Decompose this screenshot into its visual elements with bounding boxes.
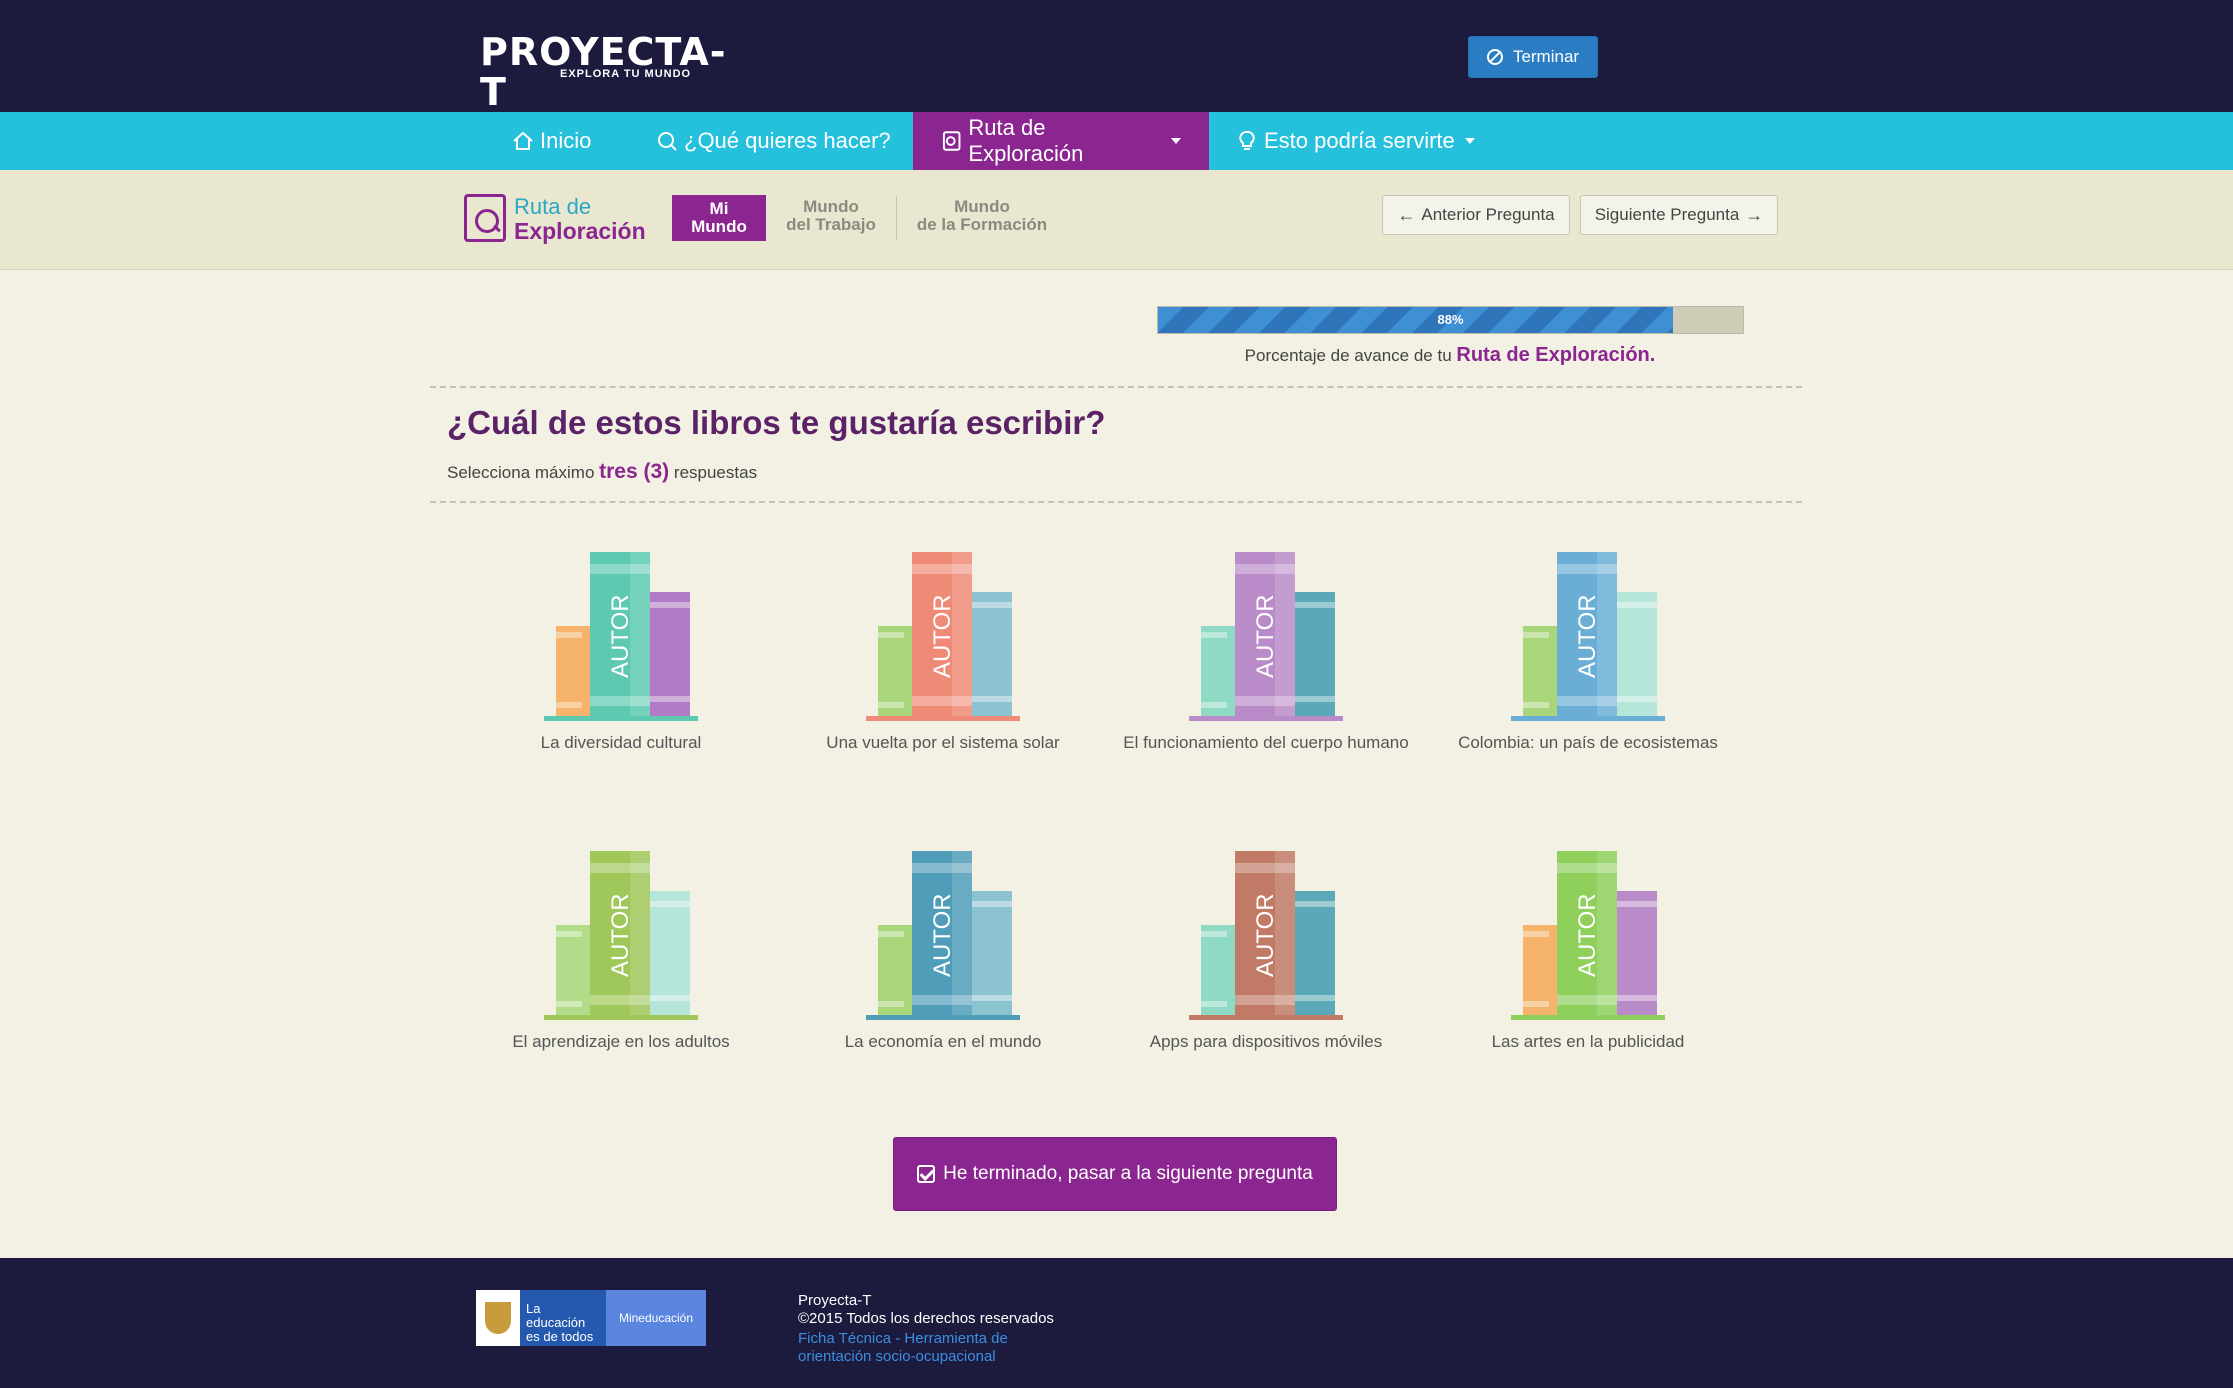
divider — [430, 386, 1802, 388]
book-spine-text: AUTOR — [1574, 594, 1601, 678]
book-option-label: La economía en el mundo — [844, 1032, 1042, 1051]
book-stack-image: AUTOR — [1438, 845, 1738, 1025]
search-icon — [658, 132, 677, 151]
main-nav: Inicio ¿Qué quieres hacer? Ruta de Explo… — [0, 112, 2233, 170]
book-stack-image: AUTOR — [793, 845, 1093, 1025]
book-option-label: Una vuelta por el sistema solar — [826, 733, 1060, 752]
nav-item-que-quieres-hacer[interactable]: ¿Qué quieres hacer? — [656, 112, 891, 170]
section-title-line1: Ruta de — [514, 194, 592, 219]
ban-icon — [1486, 49, 1503, 65]
book-option[interactable]: AUTOR El funcionamiento del cuerpo humano — [1116, 546, 1416, 751]
section-title-line2: Exploración — [514, 218, 646, 244]
book-stack-image: AUTOR — [471, 546, 771, 726]
progress-bar: 88% — [1157, 306, 1744, 334]
book-option-label: Colombia: un país de ecosistemas — [1458, 733, 1718, 752]
book-option-label: El aprendizaje en los adultos — [512, 1032, 730, 1051]
tab-divider — [896, 196, 897, 240]
lightbulb-icon — [1239, 130, 1255, 150]
arrow-right-icon: → — [1745, 204, 1764, 225]
route-icon — [942, 131, 961, 151]
book-option-label: Apps para dispositivos móviles — [1149, 1032, 1383, 1051]
nav-item-inicio[interactable]: Inicio — [512, 112, 591, 170]
book-option[interactable]: AUTOR Las artes en la publicidad — [1438, 845, 1738, 1050]
book-spine-text: AUTOR — [607, 893, 634, 977]
route-icon — [464, 194, 506, 242]
book-spine-text: AUTOR — [1252, 893, 1279, 977]
arrow-left-icon: ← — [1397, 204, 1416, 225]
check-square-icon — [917, 1165, 936, 1183]
proyecta-t-logo[interactable]: PROYECTA-T EXPLORA TU MUNDO — [480, 30, 727, 114]
book-stack-image: AUTOR — [471, 845, 771, 1025]
book-option-label: Las artes en la publicidad — [1491, 1032, 1685, 1051]
book-spine-text: AUTOR — [929, 893, 956, 977]
nav-item-ruta-de-exploracion[interactable]: Ruta de Exploración — [913, 112, 1209, 170]
next-question-button[interactable]: Siguiente Pregunta → — [1580, 195, 1778, 235]
book-option[interactable]: AUTOR Colombia: un país de ecosistemas — [1438, 546, 1738, 751]
book-spine-text: AUTOR — [1574, 893, 1601, 977]
question-title: ¿Cuál de estos libros te gustaría escrib… — [447, 404, 1106, 441]
ficha-tecnica-link[interactable]: Ficha Técnica - Herramienta de orientaci… — [798, 1330, 1008, 1365]
footer: La educación es de todos Mineducación Pr… — [0, 1258, 2233, 1388]
book-option[interactable]: AUTOR La diversidad cultural — [471, 546, 771, 751]
book-stack-image: AUTOR — [1116, 546, 1416, 726]
tab-mi-mundo[interactable]: Mi Mundo — [672, 195, 766, 241]
book-spine-text: AUTOR — [929, 594, 956, 678]
question-instruction: Selecciona máximo tres (3) respuestas — [447, 460, 758, 483]
gov-logo: La educación es de todos Mineducación — [476, 1290, 706, 1346]
book-stack-image: AUTOR — [1438, 546, 1738, 726]
book-option[interactable]: AUTOR La economía en el mundo — [793, 845, 1093, 1050]
book-option-label: La diversidad cultural — [540, 733, 702, 752]
home-icon — [513, 131, 533, 150]
divider — [430, 501, 1802, 503]
progress-fill — [1158, 307, 1673, 333]
chevron-down-icon — [1171, 138, 1181, 144]
progress-percent: 88% — [1437, 312, 1464, 327]
book-option[interactable]: AUTOR El aprendizaje en los adultos — [471, 845, 771, 1050]
book-option[interactable]: AUTOR Apps para dispositivos móviles — [1116, 845, 1416, 1050]
book-option-label: El funcionamiento del cuerpo humano — [1123, 733, 1409, 752]
finish-question-button[interactable]: He terminado, pasar a la siguiente pregu… — [893, 1137, 1337, 1211]
book-spine-text: AUTOR — [1252, 594, 1279, 678]
book-spine-text: AUTOR — [607, 594, 634, 678]
colombia-shield-icon — [476, 1290, 520, 1346]
book-stack-image: AUTOR — [793, 546, 1093, 726]
footer-copyright: Proyecta-T ©2015 Todos los derechos rese… — [798, 1292, 1054, 1327]
nav-item-esto-podria-servirte[interactable]: Esto podría servirte — [1236, 112, 1475, 170]
section-bar: Ruta de Exploración Mi Mundo Mundo del T… — [0, 170, 2233, 270]
tab-mundo-de-la-formacion[interactable]: Mundo de la Formación — [916, 197, 1048, 234]
top-header: PROYECTA-T EXPLORA TU MUNDO Terminar — [0, 0, 2233, 112]
book-option[interactable]: AUTOR Una vuelta por el sistema solar — [793, 546, 1093, 751]
previous-question-button[interactable]: ← Anterior Pregunta — [1382, 195, 1570, 235]
tab-mundo-del-trabajo[interactable]: Mundo del Trabajo — [786, 197, 876, 234]
progress-caption: Porcentaje de avance de tu Ruta de Explo… — [1244, 344, 1656, 366]
book-stack-image: AUTOR — [1116, 845, 1416, 1025]
chevron-down-icon — [1464, 138, 1475, 144]
terminar-button[interactable]: Terminar — [1468, 36, 1598, 78]
